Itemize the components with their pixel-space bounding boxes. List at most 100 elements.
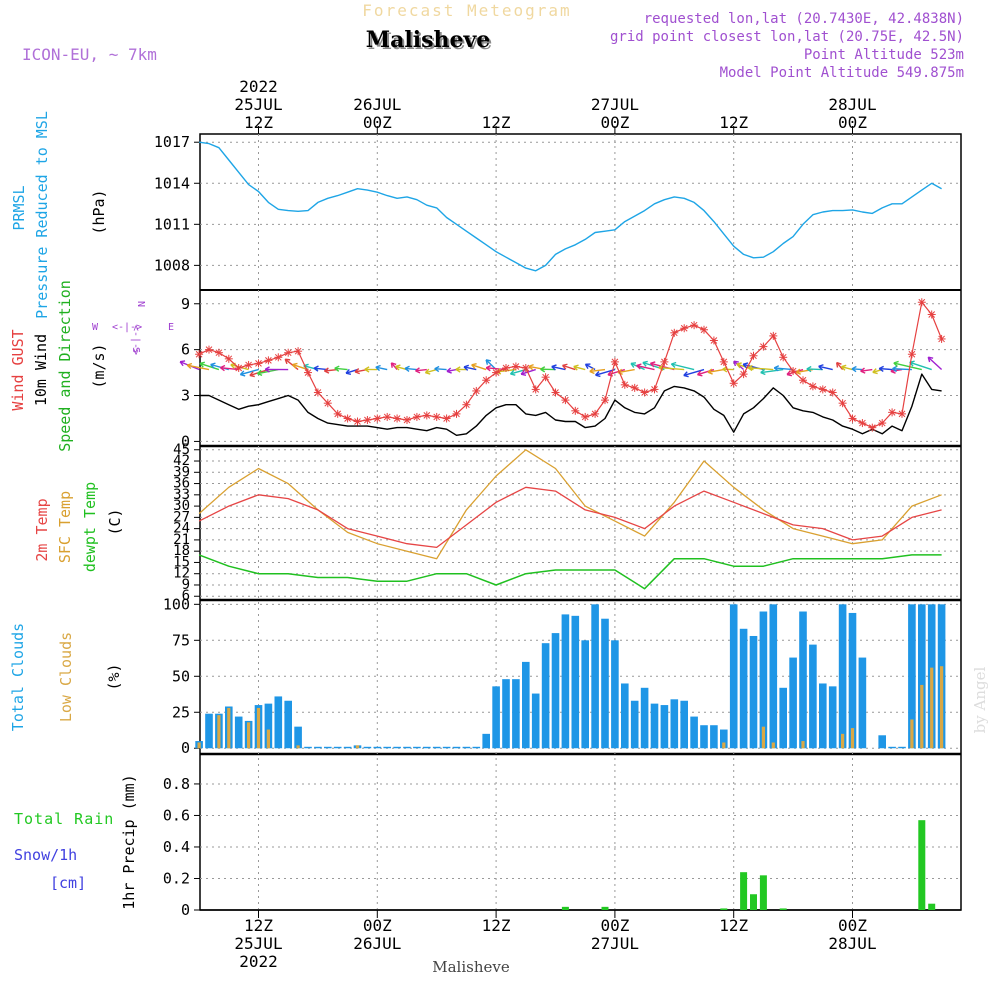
wind-arrow-head [199,361,205,365]
y-tick-label: 15 [173,554,190,570]
top-time-text: 12Z [482,113,511,132]
pressure-msl-label: Pressure Reduced to MSL [33,111,51,319]
wind-arrow [806,365,823,373]
panel-frames [199,133,962,911]
wind-arrow-shaft [818,365,833,371]
wind-arrow-head [395,365,400,371]
wind-speed-dir-label: Speed and Direction [56,280,74,452]
top-time-text: 00Z [600,113,629,132]
gust-point [373,414,382,423]
total-cloud-bar [274,696,283,749]
gust-point [779,353,788,362]
wind-arrow-head [424,368,430,374]
total-cloud-bar [452,746,461,749]
wind-arrow-shaft [747,367,774,371]
gust-point [403,416,411,424]
gust-star-stroke [522,364,530,372]
wind-arrow-head [872,368,877,373]
wind-arrow-head [471,364,476,370]
total-cloud-bar [769,604,778,749]
wind-arrow-head [463,366,469,371]
wind-arrow-head [872,371,878,375]
gust-point [709,336,718,345]
wind-arrow-shaft [551,365,566,371]
total-cloud-bar [819,683,827,749]
y-tick-label: 75 [172,631,190,649]
gust-point [858,419,867,428]
wind-arrow-head [806,365,812,370]
wind-arrow-head [540,368,546,373]
wind-arrow-head [390,362,393,368]
wind-arrow-head [584,363,589,369]
wind-arrow-shaft [909,361,932,371]
wind-arrow-head [230,362,236,366]
gust-star-stroke [799,376,807,384]
wind-arrow-head [733,360,739,363]
total-cloud-bar [660,705,669,749]
gust-star-stroke [571,407,579,415]
compass-mid-vertical: <-|-> [130,325,141,355]
gust-star-stroke [562,396,569,404]
wind-arrow-head [313,367,319,372]
total-cloud-bar [383,746,391,749]
wind-arrow-shaft [240,368,259,376]
gust-point [492,368,501,377]
gust-star-stroke [809,382,817,390]
wind-arrow-shaft [425,368,437,374]
wind-arrow [324,367,338,374]
prmsl-label: PRMSL [10,185,28,230]
wind-arrow-head [463,364,470,368]
y-tick-label: 9 [181,295,190,313]
gust-point [769,331,778,340]
temp-2m-label: 2m Temp [33,498,51,561]
total-cloud-bar [551,633,560,749]
gust-point [284,348,293,357]
gust-star-stroke [740,370,747,378]
low-cloud-bar [910,719,914,749]
temp-2m-line [198,486,942,549]
total-cloud-bar [363,746,372,749]
y-tick-label: 0 [181,432,190,450]
wind-arrow-head [186,362,193,366]
grid-point-coords: grid point closest lon,lat (20.75E, 42.5… [610,29,964,45]
gust-point [927,310,936,319]
wind-arrow-head [528,363,534,368]
gust-star-stroke [859,419,866,427]
wind-arrow-head [630,363,635,368]
wind-arrow-head [256,369,262,375]
gust-point [264,356,273,365]
gust-point [719,357,728,366]
gust-point [838,399,847,408]
total-cloud-bar [650,703,659,749]
wind-arrow-head [747,367,753,372]
wind-arrow-head [670,363,676,369]
total-cloud-bar [492,686,500,749]
wind-arrow-head [683,374,689,378]
wind-arrow-head [485,367,491,372]
wind-arrow-shaft [806,368,823,371]
gust-star-stroke [651,386,658,393]
gust-star-stroke [661,358,668,366]
wind-arrow-head [375,364,381,368]
gust-point [610,357,619,366]
y-tick-label: 0.6 [163,806,190,824]
wind-arrow-shaft [636,364,655,371]
wind-arrow-head [404,367,410,372]
wind-arrow-shaft [520,368,536,375]
wind-arrow [239,368,259,377]
wind-arrow-head [334,365,340,369]
gust-point [700,325,708,334]
wind-arrow-head [510,373,516,376]
model-label: ICON-EU, ~ 7km [22,45,157,64]
plot-outer-frame [199,133,962,911]
top-time-label: 12Z [482,113,511,132]
gust-point [502,364,510,372]
wind-arrow [860,367,873,374]
gust-star-stroke [928,311,936,318]
wind-arrow-head [697,373,703,377]
low-cloud-bar [722,742,726,749]
gust-point [482,376,491,385]
wind-arrow [364,366,378,373]
gust-point [521,364,530,372]
